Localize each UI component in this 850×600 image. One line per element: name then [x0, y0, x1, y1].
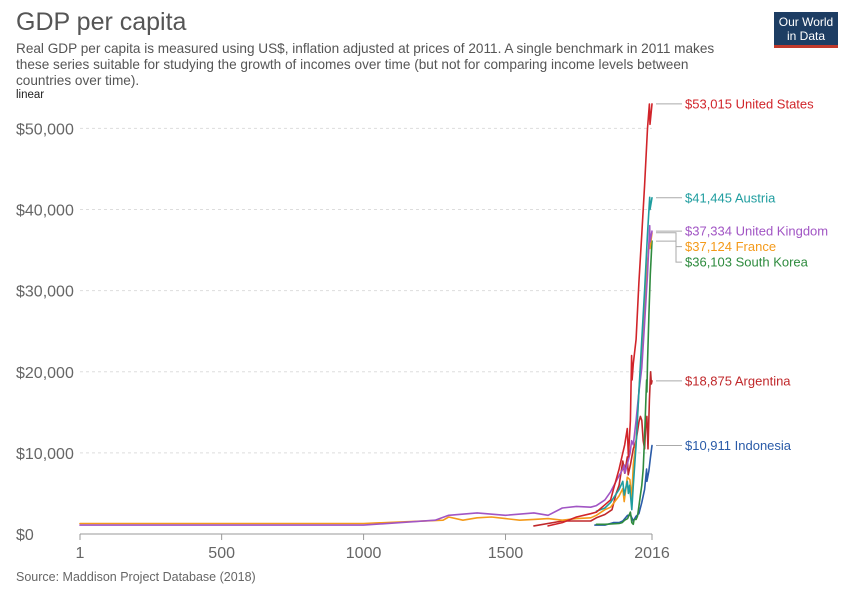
- series-line-austria: [595, 196, 653, 513]
- y-tick-label: $50,000: [16, 121, 74, 138]
- logo-line-1: Our World: [778, 15, 834, 29]
- end-label-south-korea: $36,103 South Korea: [685, 255, 809, 270]
- x-tick-label: 2016: [634, 545, 670, 562]
- x-tick-label: 1000: [346, 545, 382, 562]
- end-label-united-states: $53,015 United States: [685, 96, 814, 111]
- leader-line-south-korea: [656, 240, 682, 263]
- chart-subtitle: Real GDP per capita is measured using US…: [16, 41, 715, 88]
- end-label-austria: $41,445 Austria: [685, 190, 776, 205]
- end-label-indonesia: $10,911 Indonesia: [685, 438, 792, 453]
- y-tick-label: $30,000: [16, 284, 74, 301]
- chart-title: GDP per capita: [16, 8, 187, 36]
- leader-line-france: [656, 232, 682, 248]
- series-line-france: [79, 232, 653, 525]
- x-axis: 1 500 1000 1500 2016: [76, 534, 670, 562]
- y-tick-label: $20,000: [16, 365, 74, 382]
- end-label-france: $37,124 France: [685, 239, 776, 254]
- owid-logo[interactable]: Our World in Data: [774, 12, 838, 48]
- y-axis: $0 $10,000 $20,000 $30,000 $40,000 $50,000: [16, 121, 74, 544]
- grid-lines: [80, 127, 652, 535]
- y-tick-label: $10,000: [16, 446, 74, 463]
- source-note[interactable]: Source: Maddison Project Database (2018): [16, 570, 256, 584]
- series-end-labels: $53,015 United States $41,445 Austria $37,…: [656, 96, 828, 453]
- x-tick-label: 1: [76, 545, 85, 562]
- series-line-united-states: [547, 103, 653, 527]
- y-tick-label: $40,000: [16, 203, 74, 220]
- y-tick-label: $0: [16, 527, 34, 544]
- series-line-indonesia: [594, 444, 653, 526]
- series-line-argentina: [533, 370, 653, 527]
- end-label-united-kingdom: $37,334 United Kingdom: [685, 224, 828, 239]
- logo-line-2: in Data: [786, 29, 826, 43]
- end-label-argentina: $18,875 Argentina: [685, 373, 791, 388]
- series-lines: [79, 103, 653, 527]
- series-line-south-korea: [595, 240, 653, 526]
- series-line-united-kingdom: [79, 224, 653, 526]
- x-tick-label: 500: [208, 545, 235, 562]
- scale-toggle[interactable]: linear: [16, 89, 45, 101]
- x-tick-label: 1500: [488, 545, 524, 562]
